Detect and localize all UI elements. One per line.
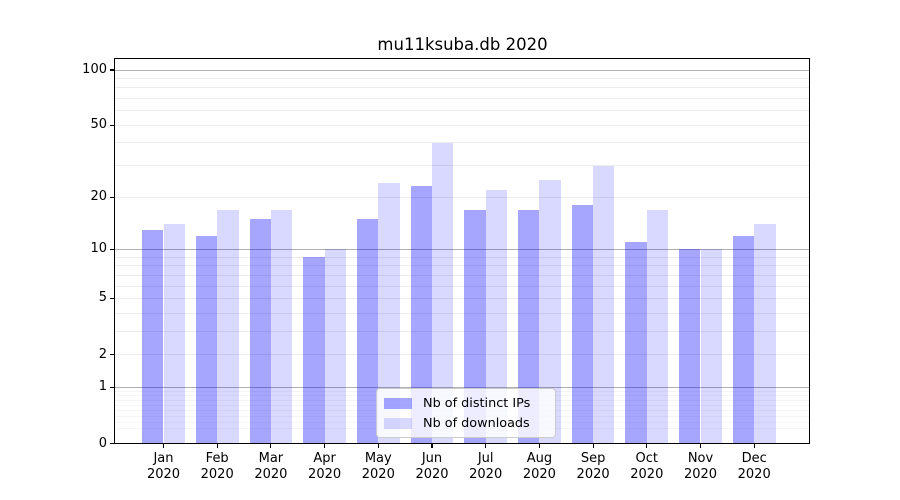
bar-sep-distinct-ips [571,205,594,444]
x-tick-mark [538,443,540,448]
major-gridline [115,69,810,71]
y-tick-mark [110,386,115,388]
legend-label-distinct-ips: Nb of distinct IPs [423,396,531,411]
y-tick-mark [110,297,115,300]
x-tick-label-apr: Apr 2020 [308,450,342,483]
x-tick-label-oct: Oct 2020 [630,450,664,483]
x-tick-mark [753,443,755,448]
bar-apr-downloads [324,249,346,444]
x-tick-label-sep: Sep 2020 [576,450,610,483]
y-tick-label: 2 [98,346,107,362]
minor-gridline [115,196,810,198]
minor-gridline [115,87,810,89]
minor-gridline [115,165,810,167]
bar-nov-distinct-ips [679,249,701,444]
y-tick-mark [110,69,115,71]
legend-label-downloads: Nb of downloads [423,416,530,431]
x-tick-mark [270,443,272,448]
x-tick-label-nov: Nov 2020 [683,450,718,483]
minor-gridline [115,110,810,112]
x-tick-mark [431,443,433,448]
x-tick-label-aug: Aug 2020 [522,450,556,483]
y-tick-label: 20 [90,189,107,205]
y-tick-label: 0 [98,435,107,451]
x-tick-mark [162,443,165,448]
bar-jul-downloads [485,189,508,444]
bar-jan-downloads [163,224,185,444]
legend: Nb of distinct IPs Nb of downloads [376,388,556,438]
minor-gridline [115,124,810,126]
x-tick-label-jan: Jan 2020 [146,450,181,483]
x-tick-mark [377,443,379,448]
bar-apr-distinct-ips [303,257,325,444]
bar-jul-distinct-ips [464,209,486,444]
legend-swatch-downloads [384,418,412,429]
x-tick-mark [592,443,594,448]
bar-dec-downloads [754,224,776,444]
y-tick-label: 50 [90,117,107,133]
y-tick-label: 10 [90,241,107,257]
bar-mar-downloads [270,209,293,444]
y-tick-mark [110,442,115,445]
x-tick-label-jun: Jun 2020 [415,450,449,483]
y-tick-label: 100 [82,62,107,77]
bar-sep-downloads [593,165,615,444]
bar-jun-downloads [432,142,454,444]
bar-feb-downloads [217,209,239,444]
bar-jun-distinct-ips [410,186,432,444]
legend-swatch-distinct-ips [384,398,412,409]
bar-oct-distinct-ips [625,242,647,444]
bar-aug-distinct-ips [518,209,540,444]
minor-gridline [115,142,810,144]
y-tick-mark [110,124,115,126]
minor-gridline [115,98,810,100]
chart-title: mu11ksuba.db 2020 [377,35,548,54]
x-tick-mark [646,443,648,448]
x-tick-mark [485,443,487,448]
bar-aug-downloads [539,179,561,444]
x-tick-mark [216,443,218,448]
x-tick-mark [324,443,326,448]
bar-mar-distinct-ips [249,219,271,444]
y-tick-mark [110,353,115,356]
x-tick-label-may: May 2020 [361,450,395,483]
x-tick-label-mar: Mar 2020 [254,450,288,483]
bar-oct-downloads [646,209,669,444]
bar-feb-distinct-ips [195,235,218,444]
x-tick-label-dec: Dec 2020 [737,450,771,483]
legend-entry-distinct-ips: Nb of distinct IPs [384,395,547,412]
x-tick-label-feb: Feb 2020 [200,450,234,483]
legend-entry-downloads: Nb of downloads [384,415,547,432]
y-tick-mark [110,248,115,251]
y-tick-mark [110,196,115,198]
bar-dec-distinct-ips [732,235,755,444]
x-tick-label-jul: Jul 2020 [469,450,503,483]
bar-nov-downloads [700,249,722,444]
minor-gridline [115,77,810,79]
x-tick-mark [699,443,702,448]
y-tick-label: 1 [98,379,107,395]
bar-jan-distinct-ips [142,229,164,444]
y-tick-label: 5 [98,290,107,306]
